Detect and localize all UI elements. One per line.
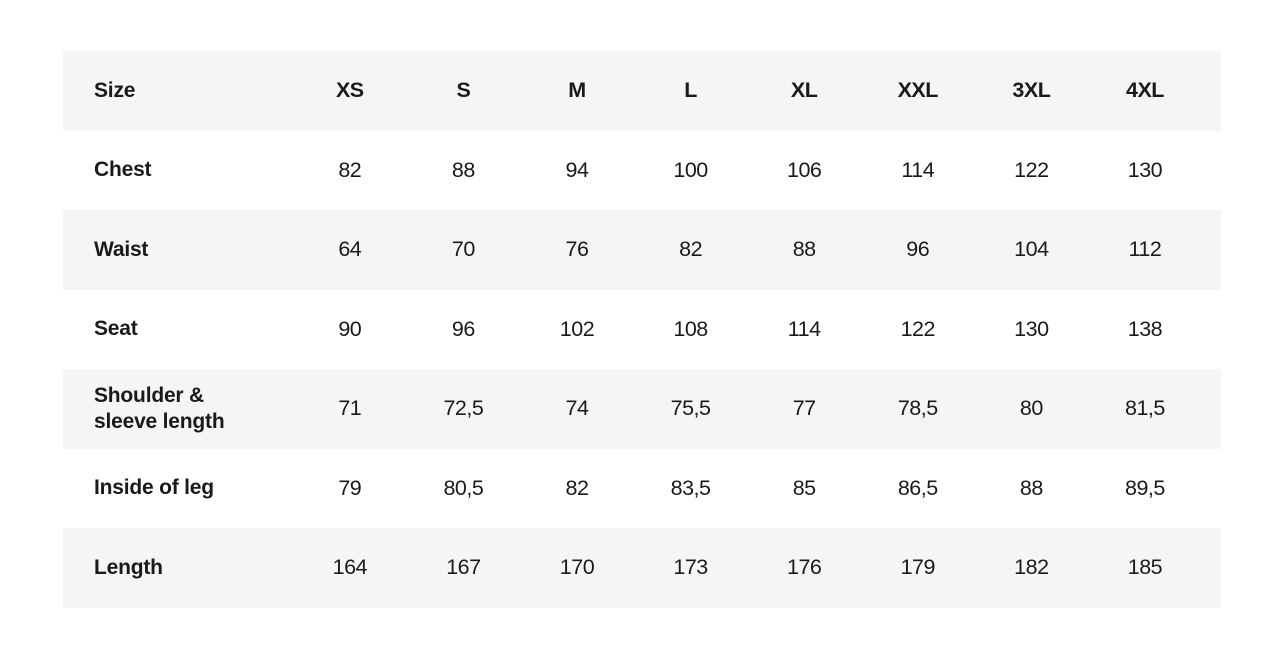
table-cell: 167 — [446, 555, 481, 580]
table-cell: 114 — [787, 316, 821, 341]
table-row-shoulder-sleeve-length: Shoulder & sleeve length 71 72,5 74 75,5… — [63, 369, 1221, 449]
table-cell: 80,5 — [443, 475, 484, 500]
table-cell: 173 — [673, 555, 708, 580]
table-row-seat: Seat 90 96 102 108 114 122 130 138 — [63, 290, 1221, 370]
header-size-xxl: XXL — [897, 78, 939, 103]
table-cell: 96 — [451, 316, 475, 341]
table-cell: 138 — [1127, 316, 1163, 341]
header-size-s: S — [456, 78, 471, 103]
table-cell: 130 — [1127, 157, 1163, 182]
table-cell: 122 — [1014, 157, 1049, 182]
table-cell: 185 — [1127, 555, 1163, 580]
table-cell: 77 — [792, 396, 816, 421]
table-cell: 170 — [559, 555, 595, 580]
row-label: Shoulder & sleeve length — [63, 383, 293, 435]
table-cell: 71 — [338, 396, 362, 421]
table-cell: 82 — [679, 237, 703, 262]
header-size-3xl: 3XL — [1012, 78, 1051, 103]
table-cell: 83,5 — [670, 475, 711, 500]
row-label: Inside of leg — [94, 476, 214, 500]
header-size-xl: XL — [790, 78, 818, 103]
table-cell: 86,5 — [897, 475, 938, 500]
table-cell: 130 — [1014, 316, 1049, 341]
table-header-row: Size XS S M L XL XXL 3XL 4XL — [63, 51, 1221, 131]
table-cell: 76 — [565, 237, 589, 262]
row-label: Seat — [94, 317, 138, 341]
table-cell: 74 — [565, 396, 589, 421]
table-cell: 88 — [792, 237, 816, 262]
table-cell: 108 — [673, 316, 708, 341]
table-row-chest: Chest 82 88 94 100 106 114 122 130 — [63, 131, 1221, 211]
table-row-waist: Waist 64 70 76 82 88 96 104 112 — [63, 210, 1221, 290]
table-cell: 82 — [338, 157, 362, 182]
table-cell: 90 — [338, 316, 362, 341]
table-cell: 79 — [338, 475, 362, 500]
table-cell: 164 — [332, 555, 368, 580]
table-cell: 89,5 — [1125, 475, 1165, 500]
table-cell: 176 — [786, 555, 822, 580]
row-label: Length — [94, 555, 163, 579]
table-cell: 96 — [906, 237, 930, 262]
header-size-xs: XS — [335, 78, 364, 103]
table-cell: 78,5 — [897, 396, 938, 421]
table-cell: 94 — [565, 157, 589, 182]
table-cell: 112 — [1128, 237, 1162, 262]
table-cell: 70 — [451, 237, 475, 262]
table-cell: 88 — [1019, 475, 1043, 500]
row-label: Waist — [94, 237, 149, 261]
table-cell: 114 — [901, 157, 935, 182]
table-row-inside-of-leg: Inside of leg 79 80,5 82 83,5 85 86,5 88… — [63, 449, 1221, 529]
table-cell: 106 — [786, 157, 822, 182]
table-row-length: Length 164 167 170 173 176 179 182 185 — [63, 528, 1221, 608]
table-cell: 179 — [900, 555, 936, 580]
table-cell: 72,5 — [443, 396, 484, 421]
header-size-m: M — [568, 78, 586, 103]
table-cell: 80 — [1019, 396, 1043, 421]
header-label-size: Size — [94, 78, 136, 102]
table-cell: 88 — [451, 157, 475, 182]
table-cell: 104 — [1014, 237, 1049, 262]
row-label: Chest — [94, 158, 152, 182]
table-cell: 82 — [565, 475, 589, 500]
table-cell: 85 — [792, 475, 816, 500]
table-cell: 102 — [559, 316, 595, 341]
table-cell: 100 — [673, 157, 708, 182]
row-label-line1: Shoulder & — [94, 383, 205, 407]
table-cell: 182 — [1014, 555, 1049, 580]
row-label-line2: sleeve length — [94, 409, 225, 433]
header-size-l: L — [684, 78, 697, 103]
table-cell: 75,5 — [670, 396, 711, 421]
table-cell: 64 — [338, 237, 362, 262]
table-cell: 81,5 — [1125, 396, 1165, 421]
header-size-4xl: 4XL — [1125, 78, 1164, 103]
table-cell: 122 — [900, 316, 936, 341]
size-chart-table: Size XS S M L XL XXL 3XL 4XL Chest 82 88… — [63, 51, 1221, 608]
